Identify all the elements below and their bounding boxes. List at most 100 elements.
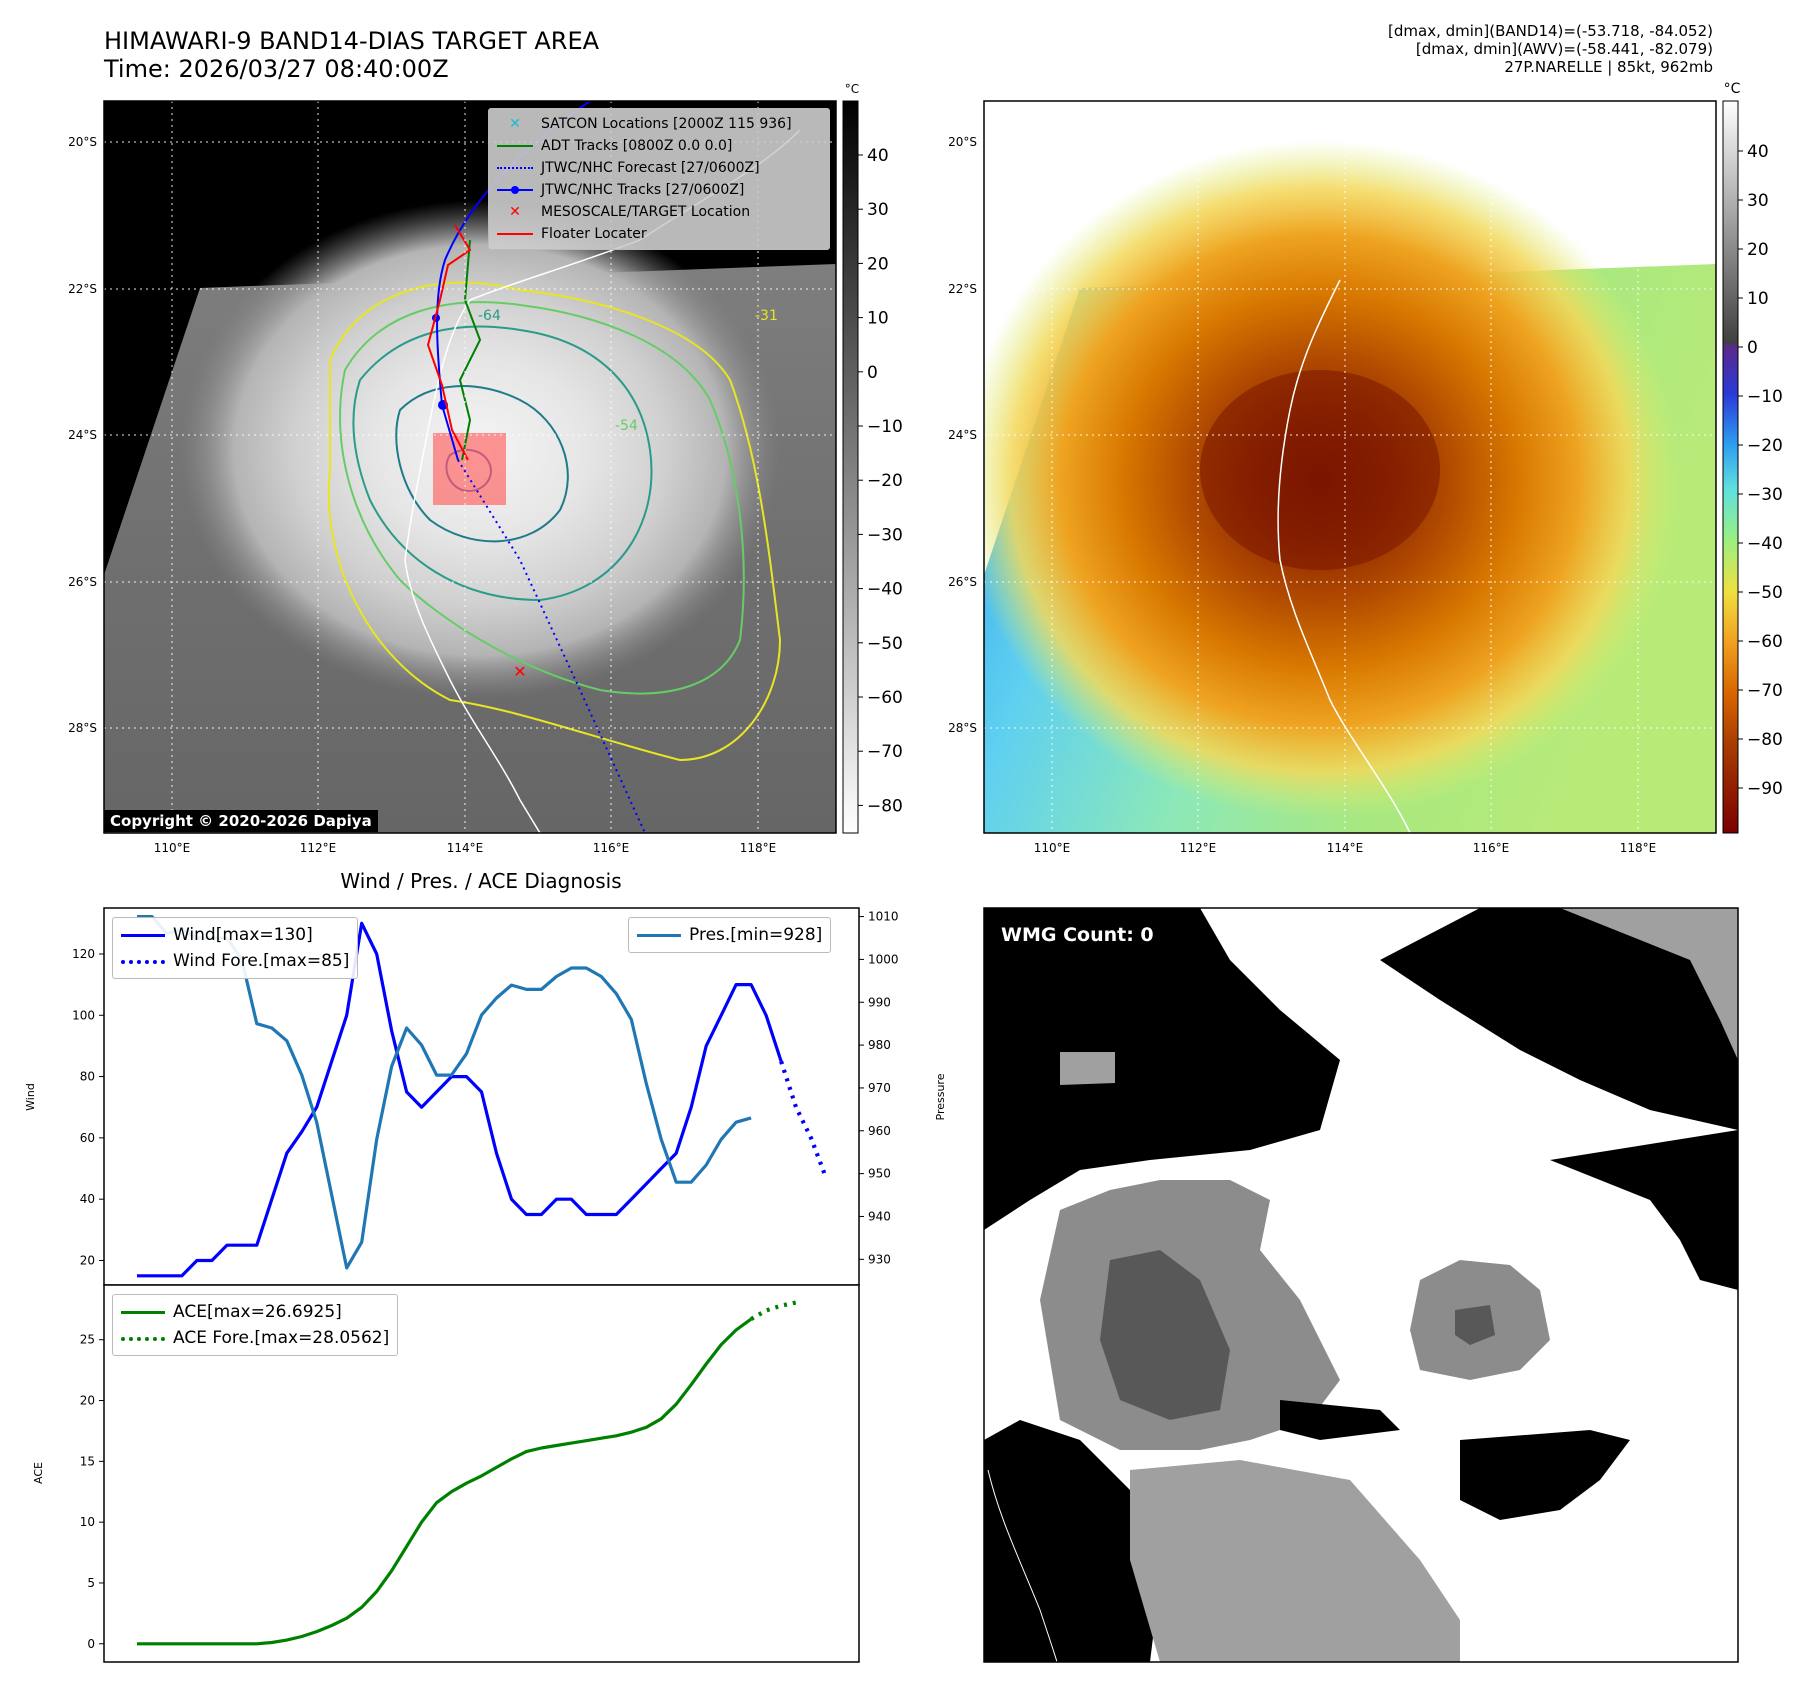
lat-label: 26°S: [948, 575, 977, 589]
colorbar-tick-label: 30: [867, 200, 889, 220]
wmg-region: [1380, 908, 1738, 1130]
lon-label: 112°E: [300, 841, 337, 855]
color-panel-frame: [983, 100, 1717, 834]
lat-label: 22°S: [68, 282, 97, 296]
ace-series-lines: [137, 1300, 797, 1646]
ace-line: [137, 1317, 753, 1646]
colorbar-tick-label: 40: [867, 146, 889, 166]
colorbar-tick-label: −10: [867, 417, 903, 437]
contour-teal: [352, 325, 653, 602]
wind-forecast-line: [779, 1060, 828, 1179]
contour-yellow: [327, 281, 782, 762]
lat-label: 28°S: [948, 721, 977, 735]
pressure-legend: Pres.[min=928]: [628, 917, 832, 953]
lat-label: 24°S: [68, 428, 97, 442]
color-gridlines: [984, 101, 1716, 833]
wmg-region: [1060, 1052, 1115, 1085]
wmg-region: [1280, 1400, 1400, 1440]
colorbar-tick-label: −80: [867, 796, 903, 816]
wind-fore-dotted-icon: [121, 954, 165, 968]
ir-lat-labels: 20°S 22°S 24°S 26°S 28°S: [68, 135, 97, 735]
pressure-tick-label: 990: [868, 995, 891, 1009]
wind-line: [137, 921, 783, 1278]
pressure-tick-label: 960: [868, 1124, 891, 1138]
ace-fore-dotted-icon: [121, 1331, 165, 1345]
wind-axis-label: Wind: [24, 1083, 37, 1111]
legend-ace: ACE[max=26.6925]: [121, 1299, 389, 1325]
lat-label: 28°S: [68, 721, 97, 735]
pressure-tick-label: 980: [868, 1038, 891, 1052]
ir-colorbar: [842, 100, 859, 834]
wmg-region: [984, 1420, 1160, 1662]
colorbar-tick-label: −40: [867, 580, 903, 600]
ace-y-ticks: 0 5 10 15 20 25: [80, 1333, 104, 1651]
adt-line-icon: [497, 139, 533, 153]
wind-legend: Wind[max=130] Wind Fore.[max=85]: [112, 917, 359, 979]
floater-line-icon: [497, 227, 533, 241]
color-colorbar: [1722, 100, 1739, 834]
legend-ace-fore: ACE Fore.[max=28.0562]: [121, 1325, 389, 1351]
ace-tick-label: 20: [80, 1394, 95, 1408]
pressure-tick-label: 950: [868, 1167, 891, 1181]
title-line-2: Time: 2026/03/27 08:40:00Z: [104, 55, 449, 83]
colorbar-tick-label: −30: [1747, 485, 1783, 505]
contour-blue: [395, 385, 569, 543]
colorbar-tick-label: −60: [867, 688, 903, 708]
lat-label: 22°S: [948, 282, 977, 296]
ace-tick-label: 15: [80, 1454, 95, 1468]
colorbar-tick-label: 20: [867, 254, 889, 274]
mesoscale-target-box: [433, 433, 506, 505]
colorbar-tick-label: 10: [1747, 289, 1769, 309]
wmg-region: [1460, 1430, 1630, 1520]
diagnosis-title: Wind / Pres. / ACE Diagnosis: [340, 869, 621, 893]
colorbar-tick-label: 20: [1747, 240, 1769, 260]
lat-label: 24°S: [948, 428, 977, 442]
wind-tick-label: 80: [80, 1070, 95, 1084]
color-lat-labels: 20°S 22°S 24°S 26°S 28°S: [948, 135, 977, 735]
wind-tick-label: 20: [80, 1253, 95, 1267]
legend-tracks: JTWC/NHC Tracks [27/0600Z]: [497, 179, 821, 201]
adt-track: [458, 239, 482, 461]
lat-label: 20°S: [68, 135, 97, 149]
legend-pressure: Pres.[min=928]: [637, 922, 822, 948]
ace-legend: ACE[max=26.6925] ACE Fore.[max=28.0562]: [112, 1294, 399, 1356]
ace-axis-label: ACE: [32, 1462, 45, 1484]
pressure-tick-label: 970: [868, 1081, 891, 1095]
lon-label: 116°E: [593, 841, 630, 855]
wmg-region: [984, 908, 1340, 1230]
pressure-tick-label: 930: [868, 1252, 891, 1266]
wmg-region: [1130, 1460, 1460, 1662]
colorbar-tick-label: −10: [1747, 387, 1783, 407]
legend-adt: ADT Tracks [0800Z 0.0 0.0]: [497, 135, 821, 157]
wmg-region: [1100, 1250, 1230, 1420]
pressure-axis-label: Pressure: [934, 1073, 947, 1120]
colorbar-tick-label: 10: [867, 309, 889, 329]
legend-target: ✕ MESOSCALE/TARGET Location: [497, 201, 821, 223]
ir-colorbar-unit: °C: [845, 82, 859, 96]
ace-tick-label: 10: [80, 1515, 95, 1529]
wind-tick-label: 60: [80, 1131, 95, 1145]
contour-label-54: -54: [615, 418, 638, 434]
dmax-band14: [dmax, dmin](BAND14)=(-53.718, -84.052): [1388, 22, 1713, 40]
legend-wind: Wind[max=130]: [121, 922, 349, 948]
legend-wind-fore: Wind Fore.[max=85]: [121, 948, 349, 974]
wind-line-icon: [121, 928, 165, 942]
lon-label: 118°E: [740, 841, 777, 855]
wmg-coastline: [987, 1469, 1058, 1662]
colorbar-tick-label: −90: [1747, 779, 1783, 799]
color-map-panel: °C 403020100−10−20−30−40−50−60−70−80−90 …: [948, 81, 1783, 855]
legend-satcon: ✕ SATCON Locations [2000Z 115 936]: [497, 113, 821, 135]
storm-info: [dmax, dmin](BAND14)=(-53.718, -84.052) …: [1113, 22, 1713, 76]
pressure-tick-label: 1010: [868, 910, 899, 924]
contour-label-31: -31: [755, 308, 778, 324]
wind-tick-label: 40: [80, 1192, 95, 1206]
pressure-y-ticks: 930 940 950 960 970 980 990 1000 1010: [859, 910, 899, 1266]
ir-colorbar-ticks: 40 30 20 10 0 −10 −20 −30 −40 −50 −60 −70 −80: [858, 146, 903, 816]
colorbar-tick-label: −20: [867, 471, 903, 491]
panel-title: HIMAWARI-9 BAND14-DIAS TARGET AREA Time:…: [104, 27, 599, 83]
lat-label: 26°S: [68, 575, 97, 589]
dmax-awv: [dmax, dmin](AWV)=(-58.441, -82.079): [1415, 40, 1713, 58]
ir-legend: ✕ SATCON Locations [2000Z 115 936] ADT T…: [488, 108, 830, 250]
color-eye-region: [1200, 370, 1440, 570]
